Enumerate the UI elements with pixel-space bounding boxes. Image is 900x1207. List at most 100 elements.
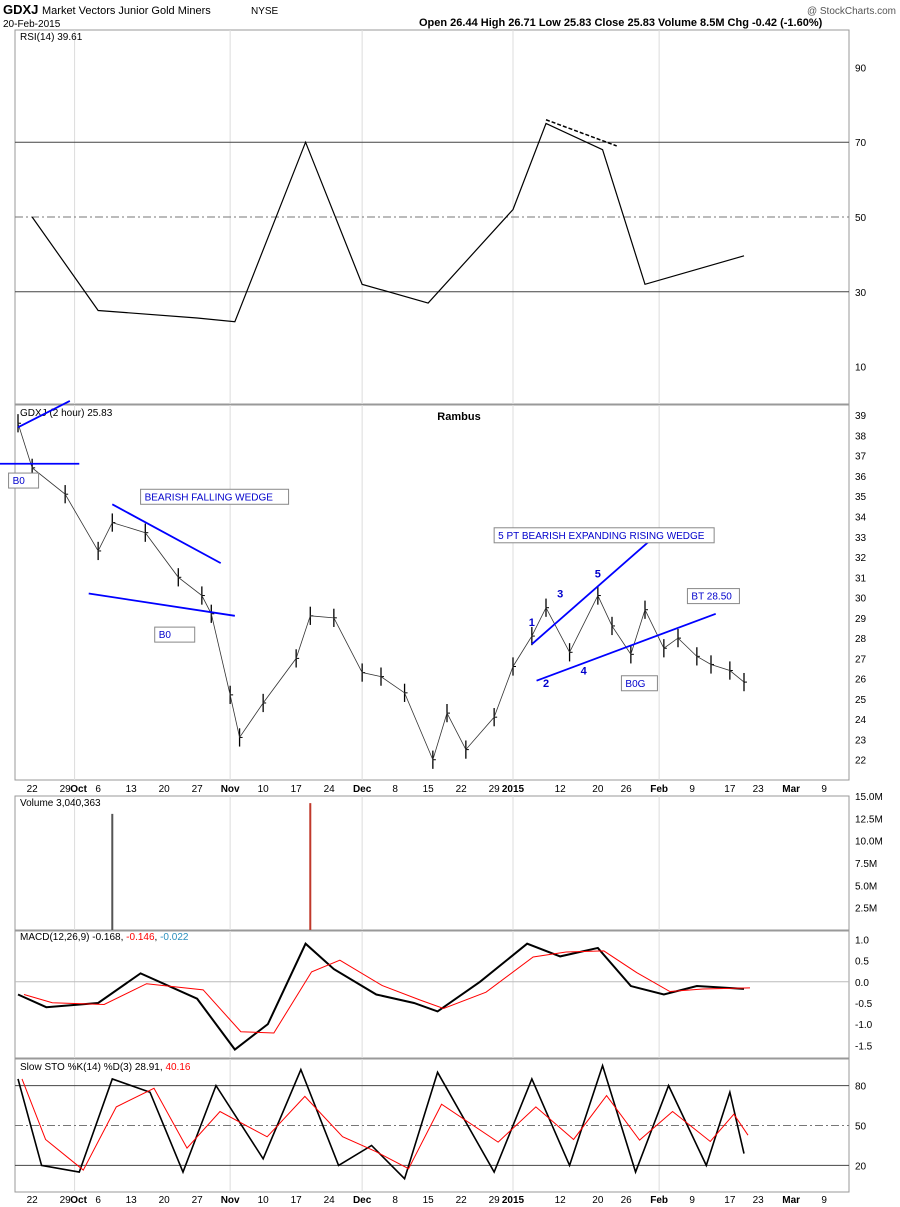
x-axis-label: 8: [392, 784, 398, 795]
x-axis-label: 13: [126, 784, 138, 795]
b0-label-box: [154, 626, 196, 643]
b0-label: B0: [159, 630, 172, 641]
x-axis-label: 20: [592, 784, 604, 795]
x-axis-label: 15: [423, 1195, 435, 1206]
bt-label-box: [686, 588, 740, 605]
volume-label: Volume 3,040,363: [20, 798, 101, 809]
price-tick: 37: [855, 452, 867, 463]
x-axis-label: 23: [753, 1195, 765, 1206]
stochastic-tick: 80: [855, 1082, 867, 1093]
price-tick: 33: [855, 533, 867, 544]
x-axis-label: 23: [753, 784, 765, 795]
x-axis-label: 26: [621, 1195, 633, 1206]
bearish-falling-wedge-label: BEARISH FALLING WEDGE: [145, 492, 274, 503]
price-path: [17, 423, 745, 761]
rsi-tick: 70: [855, 138, 867, 149]
x-axis-label: Nov: [221, 784, 240, 795]
x-axis-label: 9: [821, 784, 827, 795]
macd-tick: 0.0: [855, 978, 869, 989]
panel-frame-price: [14, 404, 850, 781]
x-axis-label: Dec: [353, 784, 372, 795]
wave-point-1: 1: [529, 617, 535, 629]
price-tick: 24: [855, 715, 867, 726]
b0-label: B0: [13, 476, 26, 487]
price-tick: 39: [855, 411, 867, 422]
macd-signal-line: [23, 950, 751, 1034]
wave-point-3: 3: [557, 589, 563, 601]
copyright: @ StockCharts.com: [807, 6, 896, 17]
price-tick: 28: [855, 634, 867, 645]
x-axis-label: 29: [60, 1195, 72, 1206]
x-axis-label: Feb: [650, 784, 668, 795]
x-axis-label: 27: [192, 1195, 204, 1206]
x-axis-label: Nov: [221, 1195, 240, 1206]
price-tick: 38: [855, 431, 867, 442]
chart-date: 20-Feb-2015: [3, 19, 61, 30]
rsi-label: RSI(14) 39.61: [20, 32, 83, 43]
x-axis-label: 29: [489, 1195, 501, 1206]
rsi-line: [31, 122, 745, 323]
stochastic-tick: 20: [855, 1161, 867, 1172]
x-axis-label: 13: [126, 1195, 138, 1206]
price-trendline: [88, 592, 235, 617]
x-axis-label: 10: [258, 784, 270, 795]
x-axis-label: 24: [324, 784, 336, 795]
x-axis-label: Oct: [70, 784, 87, 795]
stochastic-d-line: [21, 1078, 749, 1171]
x-axis-label: 17: [291, 784, 303, 795]
rsi-tick: 10: [855, 363, 867, 374]
exchange: NYSE: [251, 6, 279, 17]
price-trendline: [111, 503, 222, 564]
x-axis-label: 29: [489, 784, 501, 795]
x-axis-label: 6: [95, 1195, 101, 1206]
x-axis-label: 24: [324, 1195, 336, 1206]
price-tick: 26: [855, 675, 867, 686]
x-axis-label: 9: [689, 784, 695, 795]
x-axis-label: 26: [621, 784, 633, 795]
price-tick: 36: [855, 472, 867, 483]
rsi-dashed-trendline: [545, 119, 617, 147]
quote-line: Open 26.44 High 26.71 Low 25.83 Close 25…: [419, 17, 823, 29]
macd-tick: 0.5: [855, 957, 869, 968]
macd-tick: -1.0: [855, 1020, 873, 1031]
price-tick: 25: [855, 695, 867, 706]
chart-header: GDXJ Market Vectors Junior Gold Miners N…: [3, 2, 896, 30]
wave-point-5: 5: [595, 568, 601, 580]
price-tick: 27: [855, 654, 867, 665]
x-axis-label: 15: [423, 784, 435, 795]
stochastic-label: Slow STO %K(14) %D(3) 28.91, 40.16: [20, 1062, 191, 1073]
price-tick: 29: [855, 614, 867, 625]
price-tick: 32: [855, 553, 867, 564]
stochastic-k-line: [17, 1063, 745, 1181]
wave-point-2: 2: [543, 678, 549, 690]
panel-frame-macd: [14, 930, 850, 1059]
x-axis-label: 22: [27, 784, 39, 795]
macd-line: [17, 942, 745, 1051]
x-axis-label: 9: [821, 1195, 827, 1206]
x-axis-label: Feb: [650, 1195, 668, 1206]
x-axis-label: Mar: [782, 1195, 800, 1206]
price-trendline: [531, 540, 651, 645]
x-axis-label: 2015: [502, 1195, 525, 1206]
x-axis-label: 29: [60, 784, 72, 795]
macd-tick: -0.5: [855, 999, 873, 1010]
x-axis-label: 6: [95, 784, 101, 795]
volume-tick: 2.5M: [855, 904, 877, 915]
expanding-rising-wedge-label-box: [493, 527, 715, 544]
volume-tick: 10.0M: [855, 837, 883, 848]
price-title: Rambus: [437, 411, 480, 423]
volume-tick: 12.5M: [855, 814, 883, 825]
macd-tick: 1.0: [855, 935, 869, 946]
price-tick: 35: [855, 492, 867, 503]
x-axis-label: 27: [192, 784, 204, 795]
b0g-label: B0G: [625, 679, 645, 690]
volume-tick: 5.0M: [855, 881, 877, 892]
x-axis-label: Dec: [353, 1195, 372, 1206]
macd-tick: -1.5: [855, 1041, 873, 1052]
volume-tick: 7.5M: [855, 859, 877, 870]
x-axis-label: 22: [27, 1195, 39, 1206]
panel-frame-volume: [14, 795, 850, 931]
rsi-tick: 90: [855, 63, 867, 74]
x-axis-label: 20: [159, 1195, 171, 1206]
